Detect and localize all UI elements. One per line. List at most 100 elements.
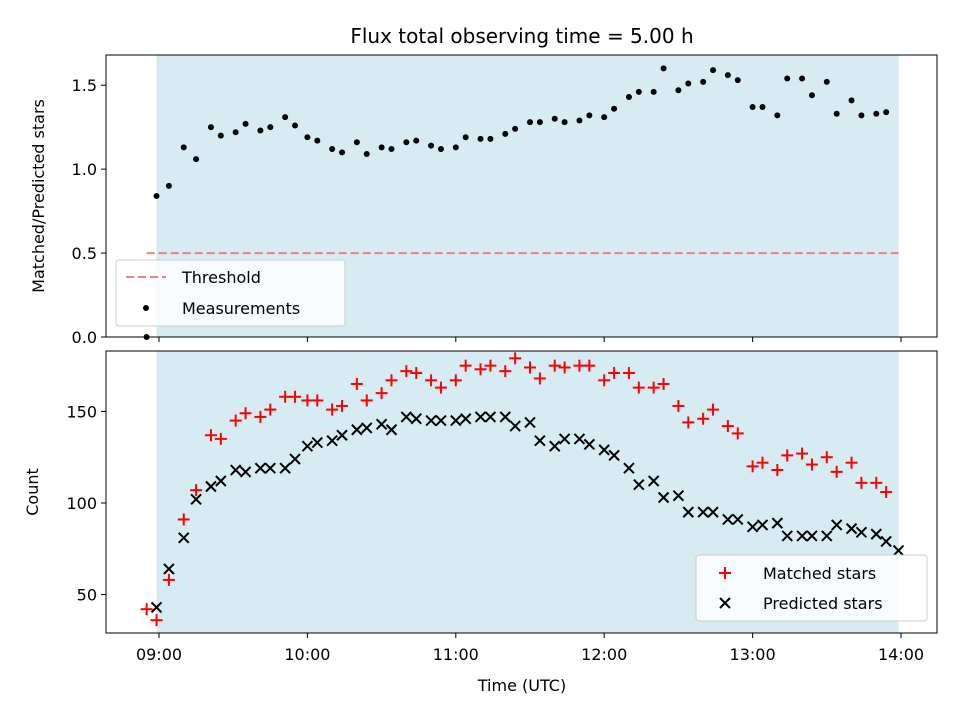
- matched-star-point: [830, 465, 843, 478]
- predicted-star-point: [425, 414, 437, 427]
- matched-star-point: [870, 476, 883, 489]
- top-y-axis-label: Matched/Predicted stars: [29, 99, 48, 293]
- measurement-point: [437, 146, 444, 152]
- predicted-star-point: [870, 528, 882, 540]
- matched-star-point: [474, 363, 487, 376]
- matched-star-point: [204, 429, 217, 442]
- x-tick-label: 14:00: [878, 645, 924, 664]
- predicted-star-point: [375, 418, 388, 430]
- measurement-point: [873, 110, 880, 117]
- top-axes-frame: [105, 54, 938, 338]
- predicted-star-point: [608, 449, 620, 462]
- measurement-point: [611, 105, 618, 112]
- matched-star-point: [558, 361, 571, 374]
- measurement-point: [363, 151, 370, 158]
- measurement-point: [685, 80, 692, 87]
- matched-star-point: [410, 366, 423, 379]
- x-tick-label: 10:00: [284, 645, 330, 664]
- matched-star-points: [140, 352, 893, 627]
- predicted-star-point: [279, 462, 291, 474]
- predicted-star-point: [756, 519, 769, 531]
- matched-star-point: [459, 359, 472, 372]
- measurement-point: [759, 104, 766, 111]
- predicted-star-point: [821, 530, 833, 542]
- measurement-point: [551, 115, 558, 122]
- predicted-star-point: [336, 429, 348, 441]
- matched-star-point: [533, 372, 546, 385]
- matched-star-point: [781, 449, 794, 462]
- measurement-point: [749, 104, 756, 111]
- predicted-star-point: [150, 601, 163, 614]
- predicted-star-point: [509, 420, 521, 432]
- measurement-point: [833, 110, 840, 117]
- matched-star-point: [746, 460, 759, 473]
- predicted-star-point: [573, 433, 586, 445]
- measurement-point: [774, 112, 781, 119]
- predicted-star-point: [435, 414, 447, 427]
- predicted-star-point: [707, 506, 719, 518]
- measurement-point: [232, 129, 239, 136]
- measurement-point: [165, 182, 172, 189]
- matched-star-point: [311, 394, 324, 407]
- matched-star-point: [162, 573, 175, 586]
- predicted-star-point: [484, 411, 497, 423]
- predicted-star-point: [845, 522, 858, 535]
- measurement-point: [858, 112, 865, 119]
- measurement-point: [153, 193, 160, 199]
- predicted-star-point: [311, 436, 324, 449]
- bottom-y-axis-label: Count: [23, 468, 42, 516]
- predicted-star-points: [150, 411, 905, 614]
- matched-star-point: [214, 432, 227, 445]
- matched-star-point: [672, 399, 685, 412]
- matched-star-point: [880, 486, 893, 498]
- matched-star-point: [771, 464, 784, 477]
- measurement-point: [207, 124, 214, 131]
- matched-star-point: [385, 374, 398, 387]
- predicted-star-point: [892, 544, 905, 557]
- predicted-star-point: [229, 464, 242, 476]
- matched-star-point: [150, 614, 163, 627]
- matched-star-point: [608, 366, 621, 379]
- chart-title: Flux total observing time = 5.00 h: [350, 24, 693, 48]
- measurement-point: [710, 67, 717, 74]
- matched-star-point: [254, 410, 267, 423]
- legend-matched-label: Matched stars: [763, 564, 876, 583]
- matched-star-point: [326, 403, 339, 416]
- measurement-point: [536, 119, 543, 126]
- top-y-tick-label: 0.0: [72, 328, 97, 347]
- matched-star-point: [598, 374, 611, 387]
- matched-star-point: [190, 484, 203, 497]
- predicted-star-point: [178, 532, 190, 544]
- legend-predicted-label: Predicted stars: [763, 594, 883, 613]
- predicted-star-point: [672, 489, 685, 502]
- matched-star-point: [264, 403, 277, 416]
- measurement-point: [267, 124, 274, 131]
- measurement-point: [784, 75, 791, 82]
- bottom-axes-frame: [105, 350, 938, 634]
- measurement-point: [675, 87, 682, 94]
- matched-star-point: [583, 359, 596, 372]
- top-legend: Threshold Measurements: [115, 259, 346, 327]
- predicted-star-point: [855, 526, 868, 538]
- measurement-point: [339, 149, 346, 156]
- predicted-star-point: [524, 416, 536, 429]
- predicted-star-point: [830, 519, 843, 531]
- matched-star-point: [796, 447, 809, 460]
- bottom-y-tick-label: 100: [66, 494, 97, 513]
- predicted-star-point: [205, 480, 217, 493]
- predicted-star-point: [796, 530, 808, 542]
- measurement-point: [378, 144, 385, 151]
- bottom-legend: Matched stars Predicted stars: [695, 554, 928, 622]
- measurement-point: [635, 88, 642, 95]
- matched-star-point: [707, 403, 720, 416]
- measurement-point: [462, 134, 469, 141]
- measurement-point: [823, 78, 830, 85]
- measurement-point: [527, 119, 533, 126]
- predicted-star-point: [450, 414, 462, 427]
- predicted-star-point: [647, 475, 660, 487]
- predicted-star-point: [459, 413, 472, 425]
- matched-star-point: [697, 412, 710, 425]
- matched-star-point: [449, 374, 462, 387]
- matched-star-point: [622, 366, 635, 379]
